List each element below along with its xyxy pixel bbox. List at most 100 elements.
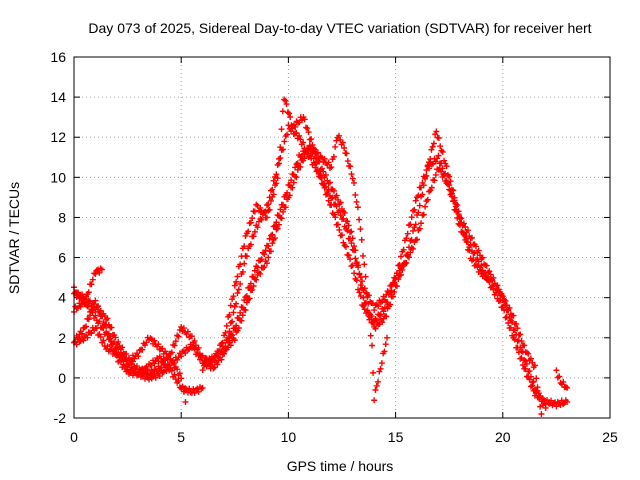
data-point — [436, 165, 443, 172]
data-point — [403, 259, 410, 266]
data-point — [85, 289, 92, 296]
data-point — [308, 136, 315, 143]
data-point — [182, 398, 189, 405]
data-point — [251, 228, 258, 235]
data-point — [523, 360, 530, 367]
data-point — [514, 344, 521, 351]
data-point — [368, 313, 375, 320]
data-point — [357, 226, 364, 233]
data-point — [144, 366, 151, 373]
data-point — [290, 179, 297, 186]
data-point — [357, 282, 364, 289]
data-point — [325, 187, 332, 194]
data-point — [103, 323, 110, 330]
data-point — [77, 303, 84, 310]
data-point — [235, 286, 242, 293]
series-trace-8 — [553, 367, 571, 391]
data-point — [377, 365, 384, 372]
data-point — [375, 303, 382, 310]
data-point — [343, 243, 350, 250]
data-point — [438, 168, 445, 175]
series-trace-4 — [71, 265, 105, 315]
data-point — [373, 382, 380, 389]
data-point — [227, 342, 234, 349]
data-point — [347, 235, 354, 242]
data-point — [505, 319, 512, 326]
data-point — [289, 125, 296, 132]
data-point — [247, 241, 254, 248]
data-point — [281, 138, 288, 145]
data-point — [416, 225, 423, 232]
data-point — [332, 214, 339, 221]
data-point — [233, 278, 240, 285]
data-point — [360, 252, 367, 259]
data-point — [325, 197, 332, 204]
data-point — [407, 249, 414, 256]
data-point — [369, 342, 376, 349]
data-point — [199, 367, 206, 374]
data-point — [519, 362, 526, 369]
data-point — [310, 145, 317, 152]
data-point — [351, 179, 358, 186]
data-point — [375, 378, 382, 385]
data-point — [241, 260, 248, 267]
data-point — [356, 289, 363, 296]
data-point — [529, 382, 536, 389]
data-point — [152, 374, 159, 381]
data-point — [266, 194, 273, 201]
x-tick-label: 15 — [388, 429, 404, 445]
data-point — [381, 348, 388, 355]
data-point — [276, 160, 283, 167]
data-point — [214, 353, 221, 360]
data-point — [399, 266, 406, 273]
data-point — [237, 280, 244, 287]
data-point — [501, 307, 508, 314]
data-point — [270, 191, 277, 198]
data-point — [180, 325, 187, 332]
data-point — [99, 312, 106, 319]
data-point — [391, 279, 398, 286]
data-point — [412, 221, 419, 228]
data-point — [160, 357, 167, 364]
data-point — [440, 172, 447, 179]
data-point — [339, 139, 346, 146]
data-point — [297, 136, 304, 143]
data-point — [133, 363, 140, 370]
data-point — [426, 165, 433, 172]
data-point — [456, 216, 463, 223]
data-point — [305, 129, 312, 136]
data-point — [96, 308, 103, 315]
data-point — [432, 158, 439, 165]
data-point — [194, 349, 201, 356]
data-point — [506, 304, 513, 311]
data-point — [360, 303, 367, 310]
data-point — [495, 286, 502, 293]
data-point — [284, 131, 291, 138]
data-point — [356, 216, 363, 223]
data-point — [525, 350, 532, 357]
data-point — [380, 308, 387, 315]
y-tick-label: -2 — [54, 410, 67, 426]
data-point — [270, 177, 277, 184]
data-point — [418, 220, 425, 227]
data-point — [96, 318, 103, 325]
data-point — [341, 209, 348, 216]
data-point — [92, 297, 99, 304]
data-point — [502, 297, 509, 304]
data-point — [176, 370, 183, 377]
data-point — [370, 369, 377, 376]
data-point — [408, 214, 415, 221]
data-point — [81, 301, 88, 308]
data-point — [263, 214, 270, 221]
y-tick-label: 16 — [50, 49, 66, 65]
data-point — [265, 254, 272, 261]
data-point — [358, 236, 365, 243]
data-point — [278, 215, 285, 222]
data-point — [139, 346, 146, 353]
data-point — [564, 398, 571, 405]
data-point — [349, 175, 356, 182]
data-point — [263, 260, 270, 267]
data-point — [475, 247, 482, 254]
data-point — [462, 233, 469, 240]
